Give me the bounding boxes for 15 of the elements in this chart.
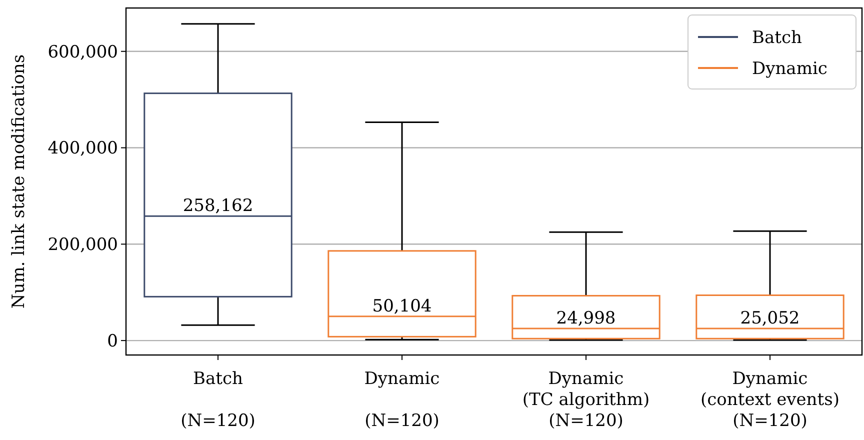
y-tick-label: 200,000 [48, 235, 118, 256]
category-label: Batch (N=120) [180, 369, 256, 431]
text: 258,162 [182, 196, 254, 216]
text: 25,052 [740, 308, 800, 328]
category-label: Dynamic (N=120) [364, 369, 440, 431]
legend-label: Batch [752, 28, 802, 48]
x-tick-label: Dynamic (TC algorithm) (N=120) [522, 369, 650, 431]
y-tick-label: 400,000 [48, 138, 118, 159]
y-tick-label: 600,000 [48, 42, 118, 62]
legend-label: Dynamic [752, 58, 828, 79]
y-axis-title: Num. link state modifications [9, 54, 29, 309]
text: 24,998 [556, 308, 616, 328]
x-tick-label: Dynamic (context events) (N=120) [700, 369, 840, 431]
text: 50,104 [372, 296, 432, 316]
y-tick-label: 0 [107, 331, 118, 352]
